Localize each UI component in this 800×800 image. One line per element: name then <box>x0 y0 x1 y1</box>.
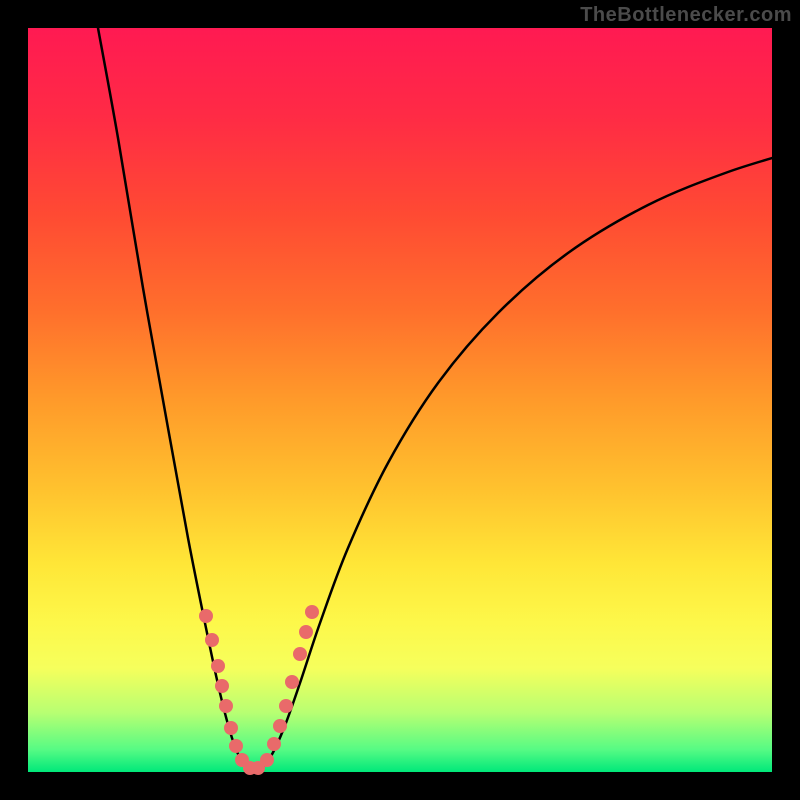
data-marker <box>267 737 281 751</box>
curve-right-branch <box>260 150 800 770</box>
curve-left-branch <box>98 28 250 770</box>
figure-root: TheBottlenecker.com <box>0 0 800 800</box>
data-marker <box>279 699 293 713</box>
watermark-text: TheBottlenecker.com <box>580 4 792 27</box>
data-marker <box>199 609 213 623</box>
data-marker <box>293 647 307 661</box>
data-marker <box>229 739 243 753</box>
overlay-svg <box>28 28 800 800</box>
data-marker <box>205 633 219 647</box>
data-marker <box>285 675 299 689</box>
data-marker <box>224 721 238 735</box>
data-marker <box>299 625 313 639</box>
data-marker <box>305 605 319 619</box>
data-marker <box>215 679 229 693</box>
data-marker <box>219 699 233 713</box>
plot-area <box>28 28 772 772</box>
data-marker <box>211 659 225 673</box>
data-marker <box>273 719 287 733</box>
data-marker <box>260 753 274 767</box>
